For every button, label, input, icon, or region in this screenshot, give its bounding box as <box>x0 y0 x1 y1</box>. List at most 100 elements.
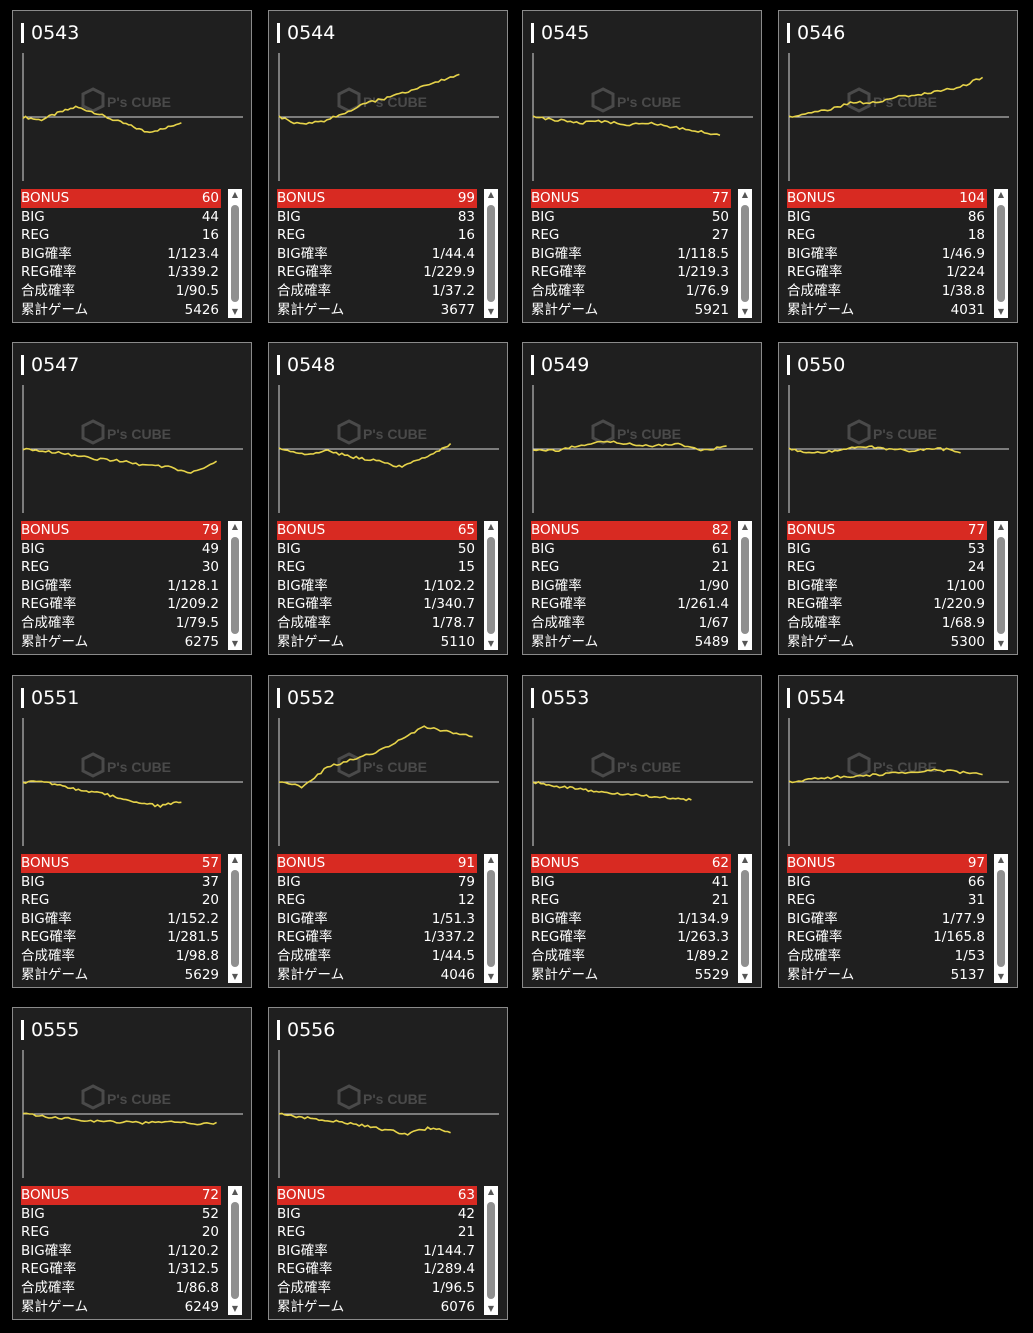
scroll-up-icon[interactable]: ▲ <box>487 1187 495 1196</box>
stat-value: 1/220.9 <box>933 596 985 613</box>
stat-row-games: 累計ゲーム 5489 <box>531 633 731 652</box>
scroll-thumb[interactable] <box>231 205 239 302</box>
title-accent <box>531 688 534 708</box>
stats-scrollbar[interactable]: ▲ ▼ <box>738 189 752 318</box>
stat-label: BIG確率 <box>21 910 72 927</box>
scroll-thumb[interactable] <box>487 205 495 302</box>
scroll-up-icon[interactable]: ▲ <box>741 190 749 199</box>
scroll-down-icon[interactable]: ▼ <box>741 307 749 316</box>
machine-card[interactable]: 0552 P's CUBE BONUS 91 BIG 79 REG 12 BIG確率 1/51.3… <box>268 675 508 988</box>
machine-card[interactable]: 0545 P's CUBE BONUS 77 BIG 50 REG 27 BIG確率 1/118.… <box>522 10 762 323</box>
scroll-thumb[interactable] <box>487 537 495 634</box>
stat-label: BIG <box>277 208 301 225</box>
stats-scrollbar[interactable]: ▲ ▼ <box>994 521 1008 650</box>
machine-card[interactable]: 0553 P's CUBE BONUS 62 BIG 41 REG 21 BIG確率 1/134.… <box>522 675 762 988</box>
stats-scrollbar[interactable]: ▲ ▼ <box>228 189 242 318</box>
scroll-up-icon[interactable]: ▲ <box>231 1187 239 1196</box>
stat-row-bonus: BONUS 97 <box>787 854 987 873</box>
stats-scrollbar[interactable]: ▲ ▼ <box>484 521 498 650</box>
machine-card[interactable]: 0546 P's CUBE BONUS 104 BIG 86 REG 18 BIG確率 1/46.… <box>778 10 1018 323</box>
scroll-up-icon[interactable]: ▲ <box>231 190 239 199</box>
stat-row-total-rate: 合成確率 1/37.2 <box>277 282 477 301</box>
scroll-down-icon[interactable]: ▼ <box>487 639 495 648</box>
scroll-thumb[interactable] <box>231 1202 239 1299</box>
stats-scrollbar[interactable]: ▲ ▼ <box>228 854 242 983</box>
machine-card[interactable]: 0548 P's CUBE BONUS 65 BIG 50 REG 15 BIG確率 1/102.… <box>268 342 508 655</box>
stats-scrollbar[interactable]: ▲ ▼ <box>738 521 752 650</box>
scroll-down-icon[interactable]: ▼ <box>231 972 239 981</box>
stat-row-big-rate: BIG確率 1/51.3 <box>277 910 477 929</box>
stat-row-reg: REG 15 <box>277 558 477 577</box>
scroll-down-icon[interactable]: ▼ <box>487 307 495 316</box>
machine-card[interactable]: 0547 P's CUBE BONUS 79 BIG 49 REG 30 BIG確率 1/128.… <box>12 342 252 655</box>
scroll-down-icon[interactable]: ▼ <box>997 639 1005 648</box>
scroll-down-icon[interactable]: ▼ <box>231 1304 239 1313</box>
scroll-down-icon[interactable]: ▼ <box>997 972 1005 981</box>
stat-label: REG <box>787 227 816 244</box>
scroll-thumb[interactable] <box>487 1202 495 1299</box>
stat-row-reg: REG 20 <box>21 891 221 910</box>
scroll-up-icon[interactable]: ▲ <box>231 522 239 531</box>
scroll-thumb[interactable] <box>741 205 749 302</box>
watermark-text: P's CUBE <box>107 759 171 775</box>
stat-row-bonus: BONUS 99 <box>277 189 477 208</box>
machine-card[interactable]: 0549 P's CUBE BONUS 82 BIG 61 REG 21 BIG確率 1/90 RE… <box>522 342 762 655</box>
scroll-up-icon[interactable]: ▲ <box>487 522 495 531</box>
stats-scrollbar[interactable]: ▲ ▼ <box>228 521 242 650</box>
stat-value: 5629 <box>184 966 219 983</box>
scroll-thumb[interactable] <box>997 870 1005 967</box>
stat-label: REG確率 <box>277 929 333 946</box>
scroll-down-icon[interactable]: ▼ <box>231 639 239 648</box>
stat-value: 53 <box>967 540 985 557</box>
stats-scrollbar[interactable]: ▲ ▼ <box>484 189 498 318</box>
scroll-thumb[interactable] <box>487 870 495 967</box>
machine-card[interactable]: 0555 P's CUBE BONUS 72 BIG 52 REG 20 BIG確率 1/120.… <box>12 1007 252 1320</box>
scroll-up-icon[interactable]: ▲ <box>487 855 495 864</box>
machine-card[interactable]: 0550 P's CUBE BONUS 77 BIG 53 REG 24 BIG確率 1/100 R… <box>778 342 1018 655</box>
stat-value: 49 <box>201 540 219 557</box>
scroll-down-icon[interactable]: ▼ <box>487 972 495 981</box>
scroll-thumb[interactable] <box>997 537 1005 634</box>
stat-value: 1/90 <box>698 577 729 594</box>
scroll-thumb[interactable] <box>741 537 749 634</box>
stats-scrollbar[interactable]: ▲ ▼ <box>994 189 1008 318</box>
scroll-down-icon[interactable]: ▼ <box>487 1304 495 1313</box>
stats-scrollbar[interactable]: ▲ ▼ <box>738 854 752 983</box>
stats-scrollbar[interactable]: ▲ ▼ <box>484 854 498 983</box>
stat-label: REG確率 <box>531 264 587 281</box>
watermark-text: P's CUBE <box>107 1091 171 1107</box>
scroll-down-icon[interactable]: ▼ <box>741 972 749 981</box>
machine-card[interactable]: 0554 P's CUBE BONUS 97 BIG 66 REG 31 BIG確率 1/77.9… <box>778 675 1018 988</box>
title-accent <box>21 1020 24 1040</box>
stat-value: 1/219.3 <box>677 264 729 281</box>
watermark-text: P's CUBE <box>363 1091 427 1107</box>
machine-card[interactable]: 0551 P's CUBE BONUS 57 BIG 37 REG 20 BIG確率 1/152.… <box>12 675 252 988</box>
stat-label: 合成確率 <box>21 947 75 964</box>
stat-value: 52 <box>201 1205 219 1222</box>
scroll-down-icon[interactable]: ▼ <box>231 307 239 316</box>
scroll-up-icon[interactable]: ▲ <box>997 190 1005 199</box>
scroll-up-icon[interactable]: ▲ <box>997 522 1005 531</box>
stats-scrollbar[interactable]: ▲ ▼ <box>228 1186 242 1315</box>
scroll-up-icon[interactable]: ▲ <box>231 855 239 864</box>
stat-row-reg-rate: REG確率 1/289.4 <box>277 1260 477 1279</box>
machine-card[interactable]: 0556 P's CUBE BONUS 63 BIG 42 REG 21 BIG確率 1/144.… <box>268 1007 508 1320</box>
stat-label: REG確率 <box>787 596 843 613</box>
stat-label: BIG <box>277 873 301 890</box>
scroll-thumb[interactable] <box>231 537 239 634</box>
stat-value: 82 <box>711 522 729 538</box>
stats-scrollbar[interactable]: ▲ ▼ <box>994 854 1008 983</box>
scroll-thumb[interactable] <box>231 870 239 967</box>
scroll-up-icon[interactable]: ▲ <box>741 855 749 864</box>
stat-label: BIG <box>21 540 45 557</box>
scroll-thumb[interactable] <box>741 870 749 967</box>
scroll-down-icon[interactable]: ▼ <box>741 639 749 648</box>
stats-scrollbar[interactable]: ▲ ▼ <box>484 1186 498 1315</box>
scroll-up-icon[interactable]: ▲ <box>487 190 495 199</box>
scroll-up-icon[interactable]: ▲ <box>997 855 1005 864</box>
machine-card[interactable]: 0544 P's CUBE BONUS 99 BIG 83 REG 16 BIG確率 1/44.4… <box>268 10 508 323</box>
scroll-thumb[interactable] <box>997 205 1005 302</box>
scroll-down-icon[interactable]: ▼ <box>997 307 1005 316</box>
machine-card[interactable]: 0543 P's CUBE BONUS 60 BIG 44 REG 16 BIG確率 1/123.… <box>12 10 252 323</box>
scroll-up-icon[interactable]: ▲ <box>741 522 749 531</box>
